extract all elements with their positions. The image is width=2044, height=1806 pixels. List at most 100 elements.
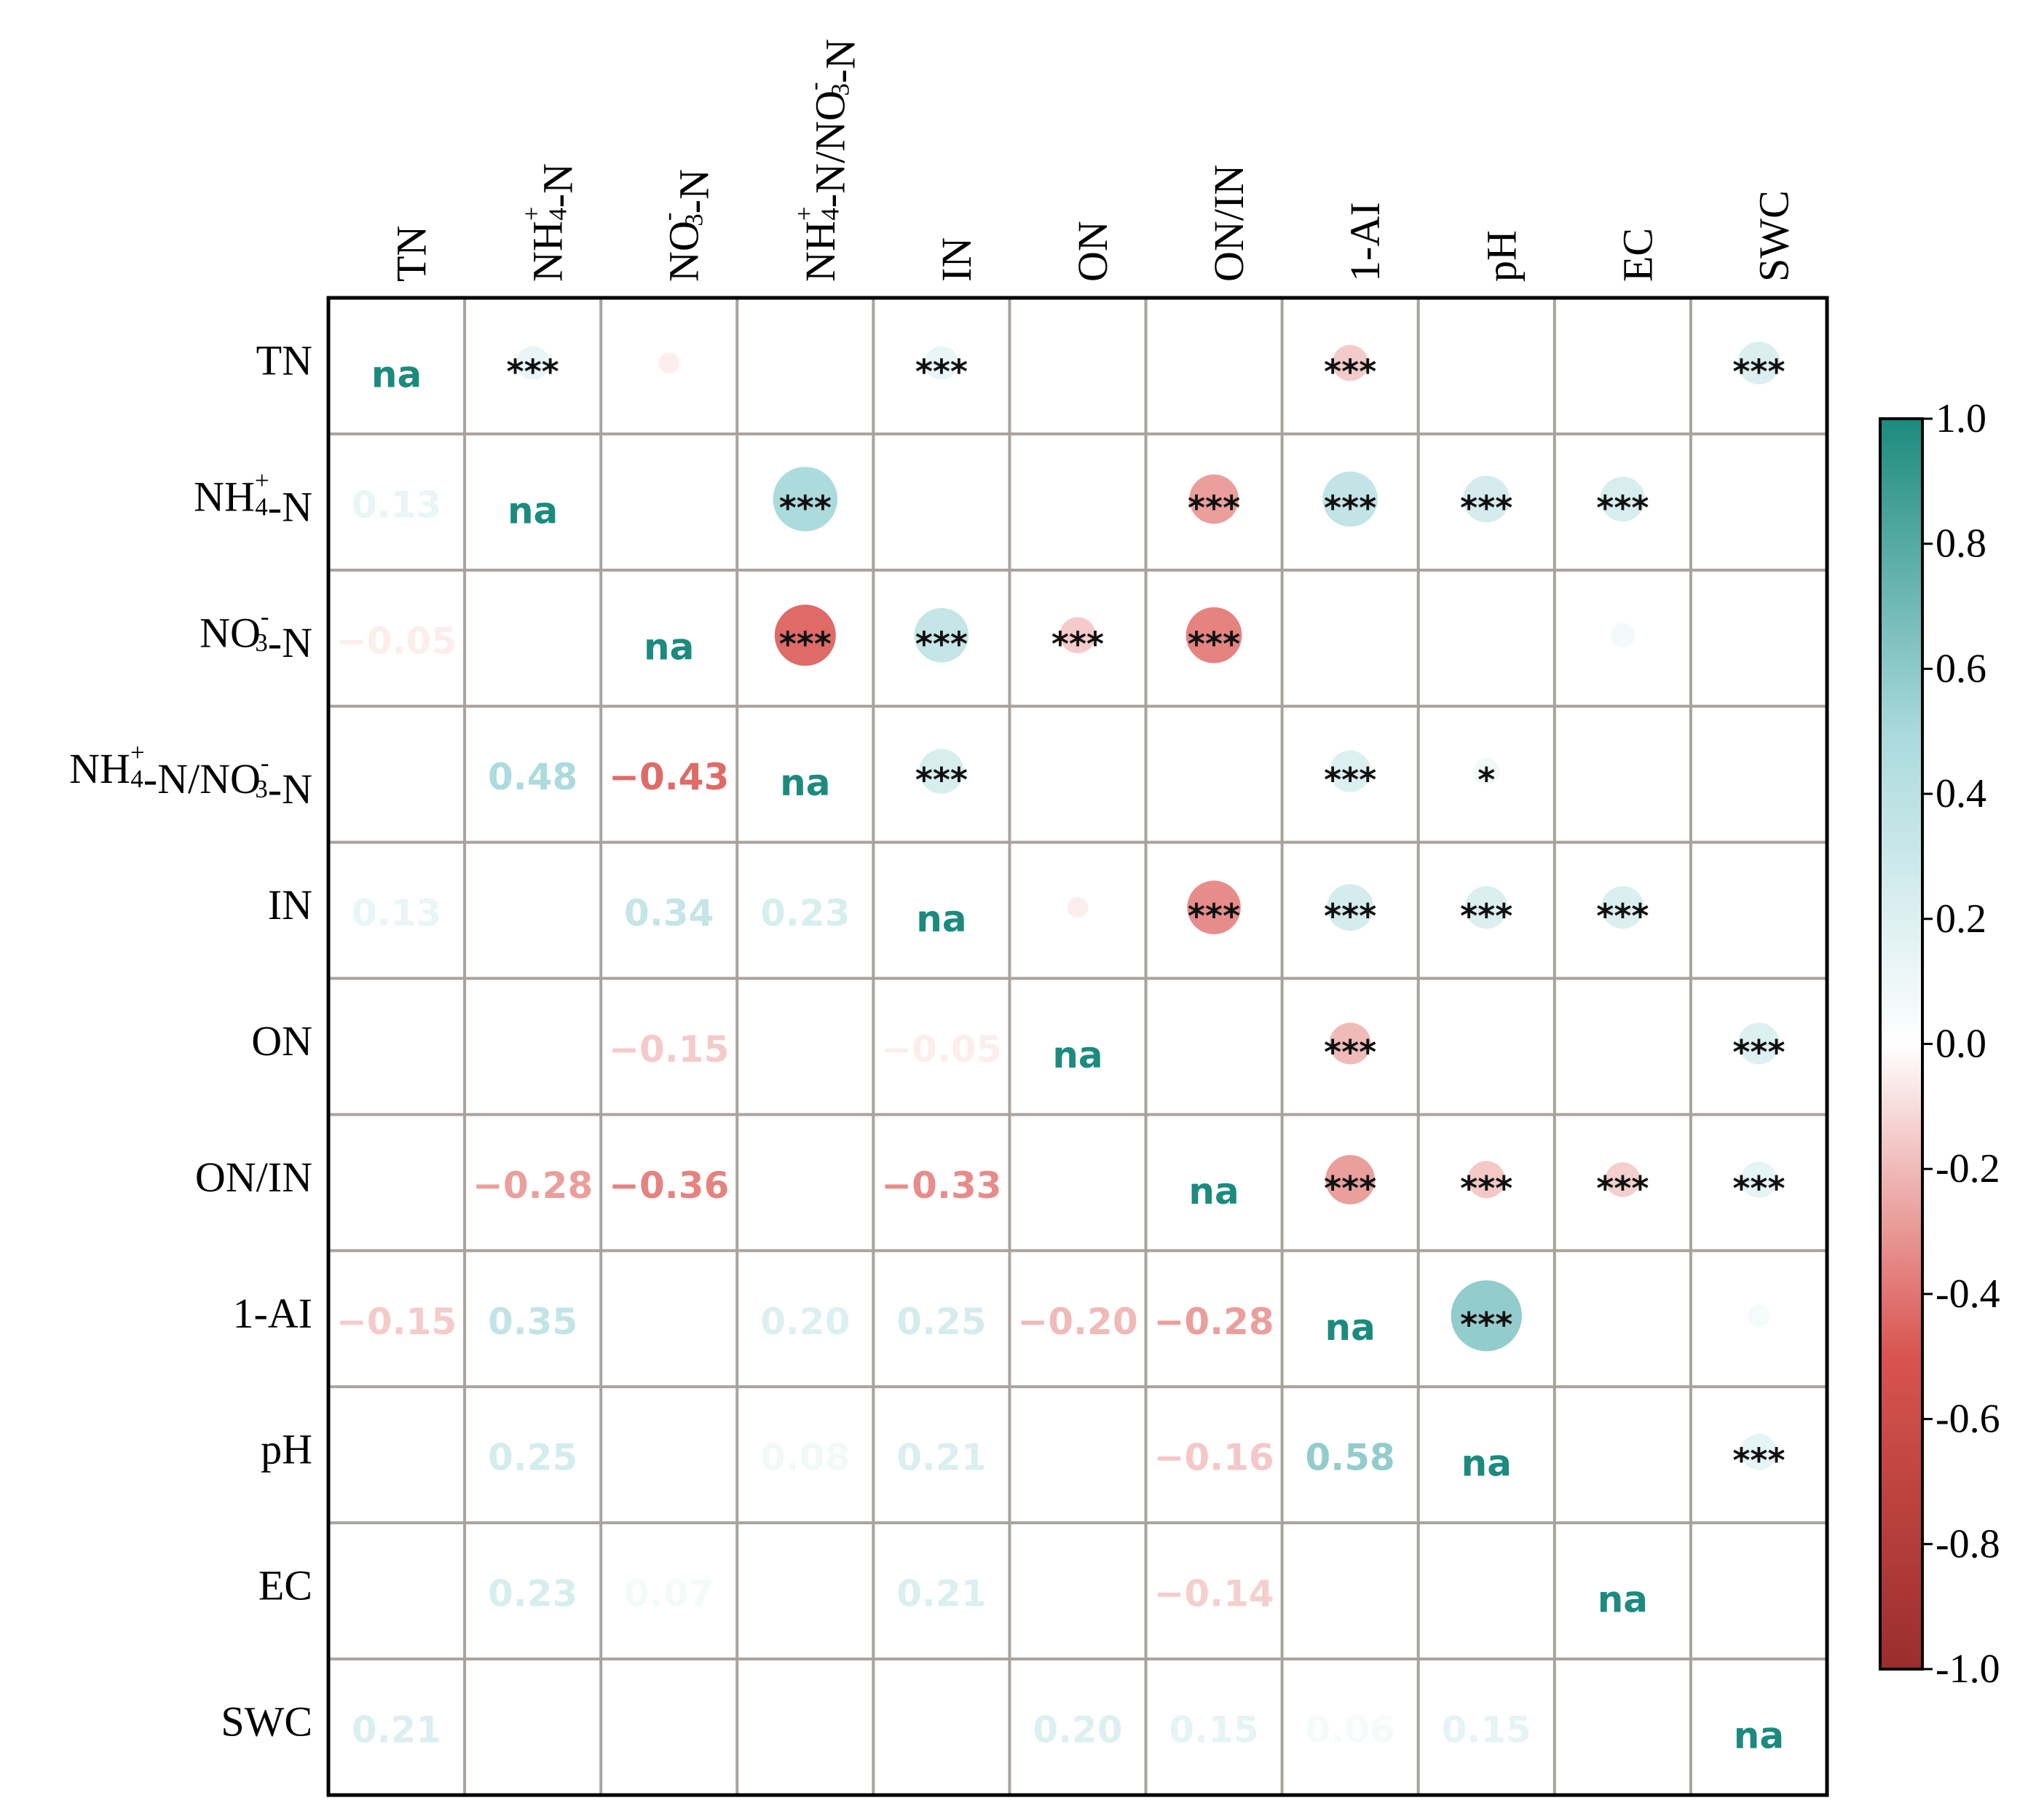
- row-label-0: TN: [256, 336, 312, 384]
- correlation-circle: [1060, 617, 1096, 654]
- correlation-circle: [924, 346, 959, 380]
- diagonal-label: na: [1052, 1034, 1102, 1076]
- correlation-circle: [1067, 896, 1089, 918]
- correlation-value: −0.05: [336, 620, 457, 662]
- column-label-9: EC: [1614, 228, 1661, 282]
- row-label-10: SWC: [221, 1697, 312, 1745]
- significance-mark: ***: [915, 760, 968, 800]
- correlation-value: −0.20: [1017, 1301, 1137, 1343]
- correlation-circle: [1737, 342, 1780, 385]
- correlation-circle: [1464, 886, 1508, 929]
- correlation-circle: [1601, 886, 1644, 929]
- correlation-value: 0.48: [488, 756, 577, 798]
- row-label-8: pH: [261, 1425, 312, 1472]
- column-label-8: pH: [1477, 230, 1525, 282]
- matrix-grid: [326, 296, 1829, 1797]
- column-label-5: ON: [1069, 221, 1116, 282]
- colorbar: 1.0 0.8 0.6 0.4 0.2 0.0 -0.2 -0.4 -0.6 -0.8 -1.0: [1879, 396, 2000, 1692]
- colorbar-tick-label: -0.2: [1936, 1146, 2000, 1191]
- significance-mark: ***: [1596, 896, 1649, 936]
- correlation-circle: [1463, 476, 1510, 523]
- correlation-value: −0.28: [473, 1164, 593, 1207]
- correlation-value: 0.13: [352, 484, 441, 526]
- significance-mark: ***: [1732, 352, 1785, 391]
- correlation-value: −0.36: [609, 1164, 729, 1207]
- diagonal-label: na: [1598, 1579, 1648, 1621]
- correlation-value: 0.20: [1033, 1709, 1122, 1751]
- correlation-circle: [1332, 344, 1368, 382]
- correlation-circle: [516, 346, 550, 380]
- correlation-circle: [1329, 750, 1371, 792]
- colorbar-tick-label: 0.6: [1936, 646, 1986, 691]
- column-label-3: NH+4-N/NO-3-N: [789, 39, 864, 282]
- correlation-circle: [1747, 1304, 1771, 1328]
- significance-mark: ***: [1324, 352, 1376, 391]
- correlation-circle: [1610, 623, 1635, 648]
- correlation-circle: [1187, 880, 1241, 934]
- correlation-value: −0.16: [1153, 1437, 1274, 1479]
- colorbar-tick-label: 0.0: [1936, 1022, 1986, 1067]
- significance-mark: ***: [1324, 760, 1376, 800]
- diagonal-label: na: [1188, 1170, 1239, 1212]
- significance-mark: ***: [1460, 488, 1512, 527]
- colorbar-tick-label: 1.0: [1936, 396, 1986, 441]
- significance-mark: ***: [1188, 624, 1240, 663]
- correlation-circle: [1329, 1022, 1371, 1065]
- correlation-value: 0.25: [896, 1301, 986, 1343]
- correlation-circle: [774, 604, 836, 666]
- correlation-value: 0.34: [624, 892, 714, 934]
- correlation-circle: [1600, 476, 1646, 522]
- row-label-7: 1-AI: [232, 1289, 312, 1336]
- correlation-circle: [1740, 1433, 1777, 1470]
- correlation-circle: [658, 352, 680, 374]
- colorbar-gradient: [1879, 417, 1924, 1671]
- diagonal-label: na: [371, 353, 422, 395]
- correlation-value: 0.25: [488, 1437, 577, 1479]
- colorbar-tick-label: -0.4: [1936, 1271, 2000, 1317]
- correlation-value: 0.07: [624, 1573, 714, 1615]
- correlation-value: 0.06: [1305, 1709, 1394, 1751]
- correlation-value: −0.05: [881, 1028, 1001, 1070]
- column-label-2: NO-3-N: [653, 169, 717, 282]
- diagonal-label: na: [1325, 1306, 1376, 1349]
- column-labels: TN NH+4-N NO-3-N NH+4-N/NO-3-N IN ON ON/IN 1-AI…: [387, 39, 1797, 282]
- correlation-value: −0.15: [609, 1028, 729, 1070]
- significance-mark: ***: [1324, 1033, 1376, 1072]
- significance-mark: ***: [1596, 1169, 1649, 1208]
- correlation-circle: [1189, 474, 1239, 524]
- matrix-border: [326, 296, 1829, 1797]
- significance-mark: ***: [1460, 1305, 1512, 1344]
- correlation-circle: [1327, 884, 1374, 931]
- row-label-5: ON: [251, 1017, 312, 1065]
- correlation-value: 0.23: [488, 1573, 577, 1615]
- correlation-circle: [1322, 471, 1378, 527]
- significance-mark: ***: [1324, 488, 1376, 527]
- row-labels: TN NH+ 4-N NO-3-N NH+ 4-N/NO-3-N IN ON ON/IN 1-AI…: [69, 336, 312, 1745]
- significance-mark: ***: [915, 624, 968, 663]
- correlation-circle: [919, 749, 964, 794]
- row-label-3: NH+ 4-N/NO-3-N: [69, 738, 312, 813]
- correlation-value: 0.13: [352, 892, 441, 934]
- column-label-4: IN: [932, 237, 979, 282]
- diagonal-label: na: [1734, 1715, 1784, 1757]
- significance-mark: ***: [1324, 1169, 1376, 1208]
- correlation-value: 0.21: [896, 1573, 986, 1615]
- correlation-circle: [1451, 1280, 1522, 1352]
- correlation-value: 0.21: [352, 1709, 441, 1751]
- matrix-cells: na *** *** *** *** 0.13 na *** *** *** *** *** −0.05…: [336, 342, 1785, 1757]
- significance-mark: ***: [1596, 488, 1649, 527]
- colorbar-tick-label: 0.8: [1936, 521, 1986, 567]
- significance-mark: ***: [1732, 1169, 1785, 1208]
- correlation-circle: [1605, 1162, 1641, 1197]
- colorbar-tick-label: 0.4: [1936, 771, 1986, 816]
- diagonal-label: na: [780, 762, 830, 804]
- correlation-value: −0.15: [336, 1301, 457, 1343]
- significance-mark: ***: [779, 488, 832, 527]
- row-label-1: NH+ 4-N: [194, 466, 312, 530]
- significance-mark: ***: [1188, 896, 1240, 936]
- correlation-circle: [773, 467, 838, 532]
- correlation-value: −0.14: [1153, 1573, 1274, 1615]
- significance-mark: ***: [1324, 896, 1376, 936]
- correlation-circle: [1325, 1155, 1376, 1204]
